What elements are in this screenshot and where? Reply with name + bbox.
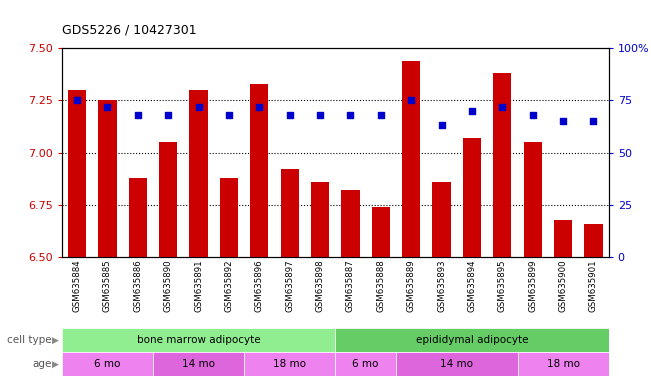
Text: GSM635885: GSM635885 xyxy=(103,260,112,312)
Text: 6 mo: 6 mo xyxy=(352,359,379,369)
Text: epididymal adipocyte: epididymal adipocyte xyxy=(416,335,528,345)
Point xyxy=(224,112,234,118)
Text: GSM635892: GSM635892 xyxy=(225,260,234,312)
Text: GSM635890: GSM635890 xyxy=(163,260,173,312)
Bar xyxy=(554,220,572,257)
Point xyxy=(467,108,477,114)
Text: GSM635889: GSM635889 xyxy=(407,260,416,312)
Text: bone marrow adipocyte: bone marrow adipocyte xyxy=(137,335,260,345)
Bar xyxy=(159,142,177,257)
Bar xyxy=(220,178,238,257)
Bar xyxy=(250,84,268,257)
Point xyxy=(558,118,568,124)
Text: 14 mo: 14 mo xyxy=(182,359,215,369)
Text: GSM635886: GSM635886 xyxy=(133,260,143,312)
Text: GSM635897: GSM635897 xyxy=(285,260,294,312)
Text: GSM635896: GSM635896 xyxy=(255,260,264,312)
Point xyxy=(133,112,143,118)
Bar xyxy=(98,100,117,257)
Point xyxy=(315,112,326,118)
Bar xyxy=(585,224,603,257)
Text: GSM635900: GSM635900 xyxy=(559,260,568,312)
Point xyxy=(497,104,508,110)
Point xyxy=(254,104,264,110)
Point xyxy=(406,97,417,103)
Bar xyxy=(518,352,609,376)
Text: GSM635888: GSM635888 xyxy=(376,260,385,312)
Text: 18 mo: 18 mo xyxy=(547,359,579,369)
Bar xyxy=(244,352,335,376)
Bar xyxy=(335,352,396,376)
Text: GSM635901: GSM635901 xyxy=(589,260,598,312)
Bar xyxy=(341,190,359,257)
Bar xyxy=(62,352,153,376)
Text: GSM635891: GSM635891 xyxy=(194,260,203,312)
Text: GSM635895: GSM635895 xyxy=(498,260,507,312)
Bar xyxy=(463,138,481,257)
Text: GSM635887: GSM635887 xyxy=(346,260,355,312)
Text: 14 mo: 14 mo xyxy=(440,359,473,369)
Bar xyxy=(129,178,147,257)
Text: GSM635884: GSM635884 xyxy=(72,260,81,312)
Bar xyxy=(153,352,244,376)
Text: 18 mo: 18 mo xyxy=(273,359,306,369)
Bar xyxy=(402,61,421,257)
Bar xyxy=(68,90,86,257)
Bar xyxy=(396,352,518,376)
Bar xyxy=(523,142,542,257)
Point xyxy=(527,112,538,118)
Text: ▶: ▶ xyxy=(51,359,59,369)
Point xyxy=(284,112,295,118)
Text: GSM635894: GSM635894 xyxy=(467,260,477,312)
Bar xyxy=(372,207,390,257)
Text: ▶: ▶ xyxy=(51,336,59,345)
Point xyxy=(345,112,355,118)
Point xyxy=(102,104,113,110)
Bar xyxy=(62,328,335,352)
Text: age: age xyxy=(33,359,52,369)
Bar xyxy=(311,182,329,257)
Text: 6 mo: 6 mo xyxy=(94,359,120,369)
Bar xyxy=(432,182,450,257)
Text: GSM635898: GSM635898 xyxy=(316,260,325,312)
Bar xyxy=(335,328,609,352)
Bar xyxy=(281,169,299,257)
Point xyxy=(193,104,204,110)
Text: cell type: cell type xyxy=(7,335,52,345)
Text: GSM635899: GSM635899 xyxy=(528,260,537,312)
Text: GSM635893: GSM635893 xyxy=(437,260,446,312)
Point xyxy=(163,112,173,118)
Point xyxy=(436,122,447,129)
Text: GDS5226 / 10427301: GDS5226 / 10427301 xyxy=(62,23,197,36)
Point xyxy=(589,118,599,124)
Bar xyxy=(493,73,512,257)
Point xyxy=(72,97,82,103)
Bar xyxy=(189,90,208,257)
Point xyxy=(376,112,386,118)
